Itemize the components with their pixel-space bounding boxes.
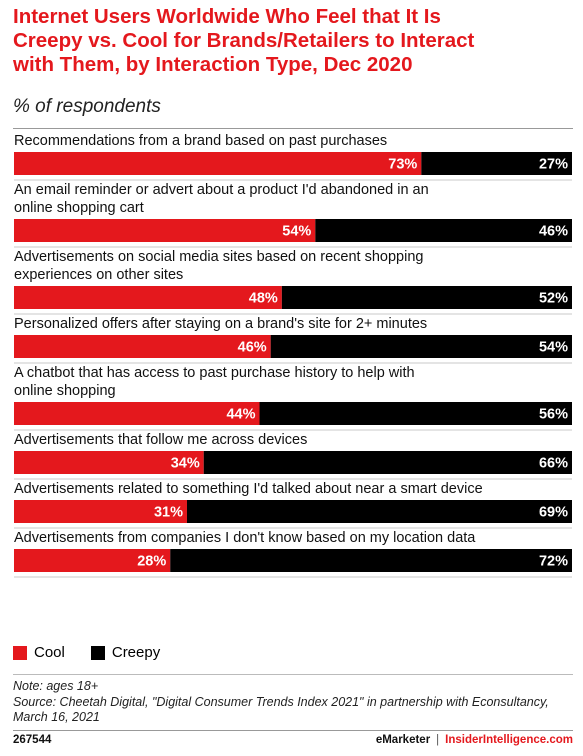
legend-item-creepy: Creepy [90,644,161,661]
legend-swatch-cool [13,645,27,660]
category-label: Advertisements on social media sites bas… [14,249,423,265]
brand-site: InsiderIntelligence.com [445,734,573,746]
data-label-creepy: 69% [539,505,568,521]
category-label: experiences on other sites [14,267,183,283]
data-label-creepy: 72% [539,554,568,570]
legend-label-creepy: Creepy [111,644,161,661]
data-label-creepy: 54% [539,340,568,356]
chart-title: Internet Users Worldwide Who Feel that I… [13,5,573,77]
category-label: Personalized offers after staying on a b… [14,316,427,332]
data-label-cool: 73% [388,157,417,173]
note-text: Note: ages 18+ [13,679,99,693]
chart-subtitle: % of respondents [13,96,161,117]
bar-cool [14,335,271,358]
data-label-cool: 34% [171,456,200,472]
data-label-cool: 31% [154,505,183,521]
bar-cool [14,402,260,425]
title-line-2: Creepy vs. Cool for Brands/Retailers to … [13,29,475,52]
brand-emarketer: eMarketer [375,734,431,746]
bar-creepy [281,286,572,309]
bar-cool [14,549,171,572]
footer: 267544 eMarketer | InsiderIntelligence.com [13,734,573,746]
category-label: An email reminder or advert about a prod… [14,182,429,198]
footer-brand: eMarketer | InsiderIntelligence.com [376,734,573,746]
source-text: Source: Cheetah Digital, "Digital Consum… [13,694,549,725]
data-label-cool: 44% [226,407,255,423]
legend-swatch-creepy [90,645,105,660]
category-label: Advertisements from companies I don't kn… [14,530,476,546]
brand-separator: | [436,734,440,746]
legend: Cool Creepy [13,644,186,661]
category-label: online shopping cart [14,200,144,216]
bar-creepy [270,335,572,358]
data-label-creepy: 46% [539,224,568,240]
bar-creepy [259,402,572,425]
data-label-creepy: 56% [539,407,568,423]
data-label-cool: 48% [249,291,278,307]
legend-item-cool: Cool [13,644,65,661]
notes-divider [13,674,573,675]
bar-creepy [186,500,573,523]
legend-label-cool: Cool [34,644,65,661]
bar-chart: Recommendations from a brand based on pa… [14,133,573,578]
top-divider [13,128,573,129]
title-line-1: Internet Users Worldwide Who Feel that I… [13,5,441,28]
data-label-creepy: 52% [539,291,568,307]
category-label: Advertisements related to something I'd … [14,481,483,497]
notes: Note: ages 18+ Source: Cheetah Digital, … [13,679,573,726]
data-label-cool: 28% [137,554,166,570]
data-label-cool: 54% [282,224,311,240]
bar-cool [14,286,282,309]
bar-creepy [421,152,572,175]
bar-cool [14,152,422,175]
category-label: Recommendations from a brand based on pa… [14,133,387,149]
bar-creepy [203,451,572,474]
category-label: A chatbot that has access to past purcha… [14,365,415,381]
bar-creepy [315,219,572,242]
bar-cool [14,500,187,523]
data-label-cool: 46% [238,340,267,356]
chart-id: 267544 [13,734,52,746]
data-label-creepy: 27% [539,157,568,173]
footer-divider [13,730,573,731]
bar-cool [14,219,316,242]
data-label-creepy: 66% [539,456,568,472]
bar-creepy [170,549,573,572]
bar-cool [14,451,204,474]
category-label: online shopping [14,383,116,399]
title-line-3: with Them, by Interaction Type, Dec 2020 [13,53,413,76]
category-label: Advertisements that follow me across dev… [14,432,307,448]
